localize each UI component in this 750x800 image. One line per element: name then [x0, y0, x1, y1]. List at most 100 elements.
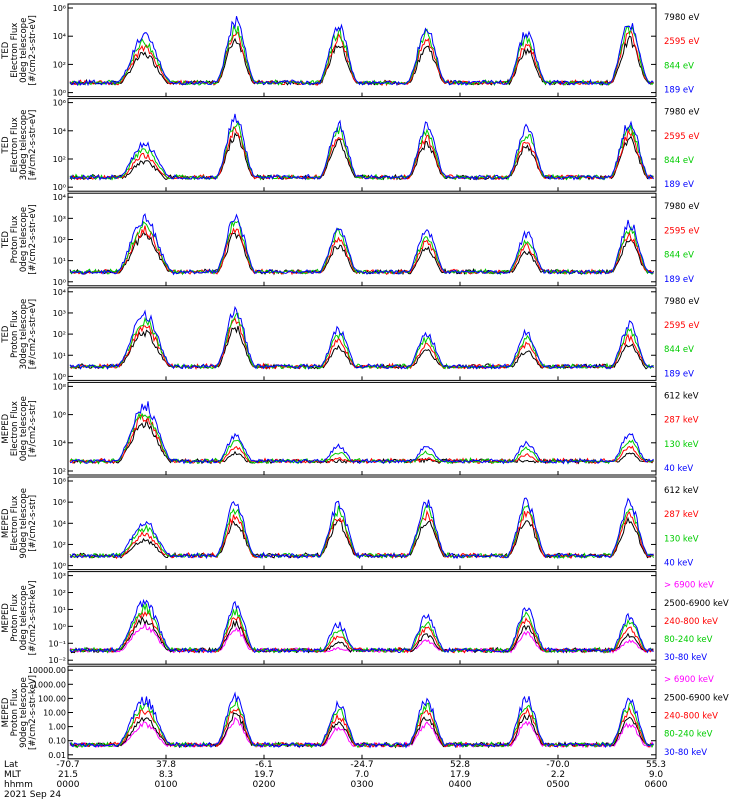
ytick-label: 10.00 — [43, 709, 66, 718]
series-trace — [69, 497, 654, 560]
series-trace — [69, 132, 654, 181]
legend-entry: 240-800 keV — [664, 617, 718, 627]
xtick-label: 17.9 — [450, 770, 470, 780]
xtick-label: 55.3 — [646, 760, 666, 770]
legend-entry: 844 eV — [664, 345, 694, 355]
legend-entry: 130 keV — [664, 440, 699, 450]
legend-entry: 844 eV — [664, 61, 694, 71]
legend-entry: 189 eV — [664, 180, 694, 190]
legend-entry: 287 keV — [664, 416, 699, 426]
legend-entry: 80-240 keV — [664, 635, 713, 645]
xtick-label: 0600 — [645, 780, 668, 790]
ytick-label: 10⁴ — [53, 127, 66, 136]
series-trace — [69, 126, 654, 181]
ytick-label: 10¹ — [53, 605, 66, 614]
panel-ylabel: MEPEDProton Flux0deg telescope[#/cm2-s-s… — [1, 580, 38, 655]
xtick-label: 0400 — [449, 780, 472, 790]
ytick-label: 10¹ — [53, 257, 66, 266]
xtick-label: 0200 — [253, 780, 276, 790]
ytick-label: 10⁰ — [53, 562, 66, 571]
ytick-label: 10⁴ — [53, 519, 66, 528]
series-trace — [69, 230, 654, 276]
legend-entry: 2500-6900 keV — [664, 693, 729, 703]
ytick-label: 10⁰ — [53, 183, 66, 192]
legend-entry: 2595 eV — [664, 321, 700, 331]
legend-entry: 30-80 keV — [664, 653, 707, 663]
xaxis-mlt-label: MLT — [4, 770, 22, 780]
series-trace — [69, 220, 654, 276]
xtick-label: -6.1 — [255, 760, 273, 770]
xtick-label: 19.7 — [254, 770, 274, 780]
ytick-label: 10⁸ — [53, 477, 66, 486]
xtick-label: 0000 — [57, 780, 80, 790]
legend-entry: 612 keV — [664, 486, 699, 496]
series-trace — [69, 24, 654, 87]
legend-entry: 7980 eV — [664, 297, 700, 307]
series-trace — [69, 325, 654, 370]
series-trace — [69, 317, 654, 370]
series-trace — [69, 509, 654, 560]
ytick-label: 10² — [53, 589, 66, 598]
panel-7: MEPEDProton Flux0deg telescope[#/cm2-s-s… — [1, 571, 729, 665]
series-trace — [69, 615, 654, 654]
legend-entry: 2595 eV — [664, 132, 700, 142]
ytick-label: 10² — [53, 467, 66, 476]
xaxis-row-labels: Lat MLT hhmm 2021 Sep 24 — [4, 760, 61, 800]
xtick-label: 21.5 — [58, 770, 78, 780]
xtick-label: -24.7 — [350, 760, 373, 770]
xtick-label: 0300 — [351, 780, 374, 790]
series-trace — [69, 598, 654, 654]
xtick-label: 0100 — [155, 780, 178, 790]
ytick-label: 10⁸ — [53, 382, 66, 391]
ytick-label: 10⁶ — [53, 498, 66, 507]
series-trace — [69, 610, 654, 654]
ytick-label: 10⁰ — [53, 278, 66, 287]
legend-entry: 130 keV — [664, 534, 699, 544]
ytick-label: 10⁻¹ — [48, 639, 66, 648]
legend-entry: 7980 eV — [664, 108, 700, 118]
legend-entry: > 6900 keV — [664, 675, 714, 685]
panel-ylabel: TEDElectron Flux0deg telescope[#/cm2-s-s… — [1, 15, 38, 85]
ytick-label: 10⁴ — [53, 193, 66, 202]
panel-8: MEPEDProton Flux90deg telescope[#/cm2-s-… — [1, 665, 729, 760]
panel-ylabel: MEPEDProton Flux90deg telescope[#/cm2-s-… — [1, 675, 38, 750]
panel-ylabel: MEPEDElectron Flux0deg telescope[#/cm2-s… — [1, 396, 38, 461]
panel-2: TEDElectron Flux30deg telescope[#/cm2-s-… — [1, 98, 700, 192]
series-trace — [69, 16, 654, 87]
series-trace — [69, 225, 654, 276]
ytick-label: 10² — [53, 540, 66, 549]
series-trace — [69, 603, 654, 654]
xtick-label: -70.7 — [56, 760, 79, 770]
legend-entry: 189 eV — [664, 369, 694, 379]
xtick-label: 0500 — [547, 780, 570, 790]
xaxis-hhmm-label: hhmm — [4, 780, 33, 790]
ytick-label: 10² — [53, 236, 66, 245]
legend-entry: 7980 eV — [664, 202, 700, 212]
legend-entry: 2500-6900 keV — [664, 599, 729, 609]
series-trace — [69, 698, 654, 749]
ytick-label: 10² — [53, 330, 66, 339]
legend-entry: 287 keV — [664, 510, 699, 520]
panel-1: TEDElectron Flux0deg telescope[#/cm2-s-s… — [1, 3, 700, 98]
ytick-label: 10³ — [53, 572, 66, 581]
ytick-label: 10³ — [53, 214, 66, 223]
series-trace — [69, 312, 654, 370]
ytick-label: 1000.00 — [33, 680, 66, 689]
legend-entry: 2595 eV — [664, 37, 700, 47]
series-trace — [69, 401, 654, 465]
ytick-label: 10³ — [53, 309, 66, 318]
ytick-label: 10⁻² — [48, 656, 66, 665]
xtick-label: 52.8 — [450, 760, 470, 770]
legend-entry: 189 eV — [664, 275, 694, 285]
ytick-label: 10⁶ — [53, 411, 66, 420]
series-trace — [69, 120, 654, 181]
legend-entry: 7980 eV — [664, 13, 700, 23]
legend-entry: 612 keV — [664, 391, 699, 401]
series-trace — [69, 113, 654, 181]
series-trace — [69, 691, 654, 749]
legend-entry: 2595 eV — [664, 226, 700, 236]
ytick-label: 10⁰ — [53, 622, 66, 631]
ytick-label: 10⁶ — [53, 4, 66, 13]
legend-entry: 80-240 keV — [664, 730, 713, 740]
